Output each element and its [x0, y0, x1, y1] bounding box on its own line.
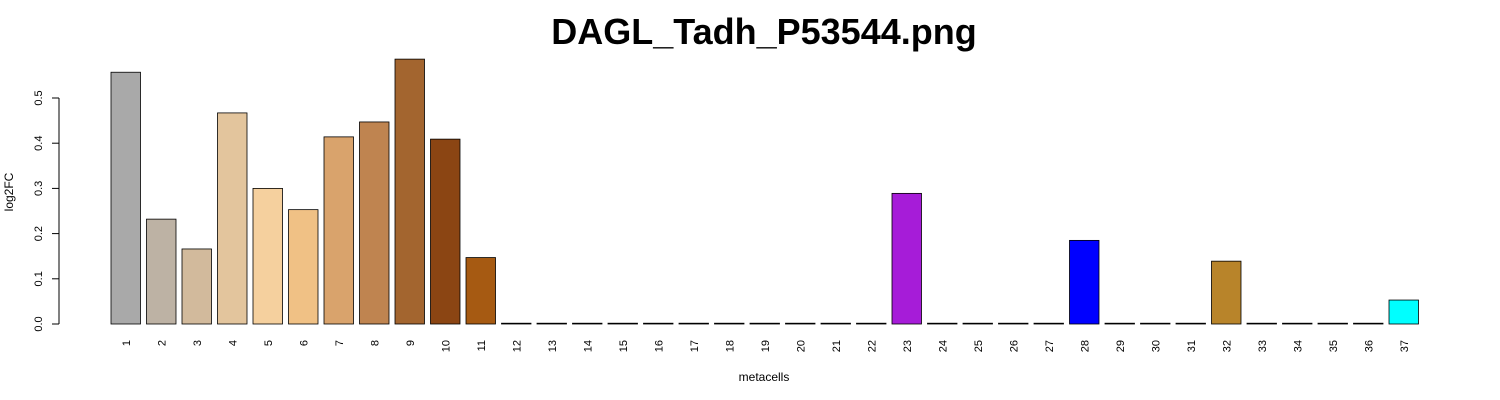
y-axis: 0.0 0.1 0.2 0.3 0.4 0.5 [33, 90, 60, 332]
x-tick-label: 5 [263, 340, 275, 346]
x-tick-label: 8 [369, 340, 381, 346]
x-tick-label: 30 [1150, 340, 1162, 352]
bar-22 [856, 322, 887, 325]
x-tick-label: 36 [1363, 340, 1375, 352]
x-tick-label: 12 [511, 340, 523, 352]
bar-24 [927, 322, 958, 325]
bar-32 [1211, 260, 1242, 325]
x-tick-label: 2 [156, 340, 168, 346]
bar-15 [607, 322, 638, 325]
x-tick-label: 3 [192, 340, 204, 346]
x-tick-labels: 1 2 3 4 5 6 7 8 9 10 11 12 13 14 15 16 17 18 19 20 21 22 23 24 2… [121, 340, 1411, 352]
bar-25 [962, 322, 993, 325]
bar-11 [465, 257, 496, 325]
bar-1 [110, 71, 141, 325]
x-tick-label: 18 [724, 340, 736, 352]
x-tick-label: 20 [795, 340, 807, 352]
bar-33 [1246, 322, 1277, 325]
bar-8 [359, 121, 390, 325]
x-tick-label: 17 [689, 340, 701, 352]
bar-18 [714, 322, 745, 325]
x-tick-label: 1 [121, 340, 133, 346]
bar-23 [891, 192, 922, 325]
bar-27 [1033, 322, 1064, 325]
x-tick-label: 26 [1008, 340, 1020, 352]
y-tick-label: 0.2 [33, 226, 45, 241]
y-tick-label: 0.4 [33, 136, 45, 151]
x-tick-label: 32 [1221, 340, 1233, 352]
bar-13 [536, 322, 567, 325]
x-tick-label: 23 [902, 340, 914, 352]
x-tick-label: 22 [866, 340, 878, 352]
bar-6 [288, 209, 319, 325]
bar-12 [501, 322, 532, 325]
bar-30 [1140, 322, 1171, 325]
bar-29 [1104, 322, 1135, 325]
bar-20 [785, 322, 816, 325]
x-tick-label: 11 [476, 340, 488, 351]
bar-31 [1175, 322, 1206, 325]
x-tick-label: 28 [1079, 340, 1091, 352]
x-tick-label: 9 [405, 340, 417, 346]
x-tick-label: 31 [1186, 340, 1198, 352]
y-tick-label: 0.3 [33, 181, 45, 196]
x-tick-label: 24 [937, 340, 949, 352]
y-tick-label: 0.5 [33, 90, 45, 105]
bars-group [110, 58, 1419, 325]
x-tick-label: 6 [298, 340, 310, 346]
bar-17 [678, 322, 709, 325]
x-tick-label: 7 [334, 340, 346, 346]
y-tick-label: 0.0 [33, 316, 45, 331]
x-tick-label: 34 [1292, 340, 1304, 352]
bar-36 [1353, 322, 1384, 325]
bar-34 [1282, 322, 1313, 325]
bar-4 [217, 112, 248, 325]
x-tick-label: 35 [1328, 340, 1340, 352]
bar-19 [749, 322, 780, 325]
x-tick-label: 13 [547, 340, 559, 352]
x-tick-label: 21 [831, 340, 843, 352]
bar-28 [1069, 239, 1100, 325]
bar-16 [643, 322, 674, 325]
x-axis-label: metacells [739, 370, 790, 384]
bar-5 [252, 187, 283, 325]
bar-9 [394, 58, 425, 325]
bar-3 [181, 248, 212, 325]
x-tick-label: 14 [582, 340, 594, 352]
bar-7 [323, 136, 354, 325]
bar-10 [430, 138, 461, 325]
x-tick-label: 19 [760, 340, 772, 352]
x-tick-label: 25 [973, 340, 985, 352]
x-tick-label: 29 [1115, 340, 1127, 352]
y-axis-label: log2FC [2, 172, 16, 211]
bar-21 [820, 322, 851, 325]
x-tick-label: 10 [440, 340, 452, 352]
x-tick-label: 15 [618, 340, 630, 352]
x-tick-label: 27 [1044, 340, 1056, 352]
y-tick-label: 0.1 [33, 271, 45, 286]
x-tick-label: 37 [1399, 340, 1411, 352]
x-tick-label: 4 [227, 340, 239, 346]
x-tick-label: 33 [1257, 340, 1269, 352]
x-tick-label: 16 [653, 340, 665, 352]
chart-title: DAGL_Tadh_P53544.png [551, 11, 976, 52]
bar-35 [1317, 322, 1348, 325]
bar-37 [1388, 299, 1419, 325]
bar-26 [998, 322, 1029, 325]
bar-14 [572, 322, 603, 325]
bar-2 [146, 218, 177, 325]
